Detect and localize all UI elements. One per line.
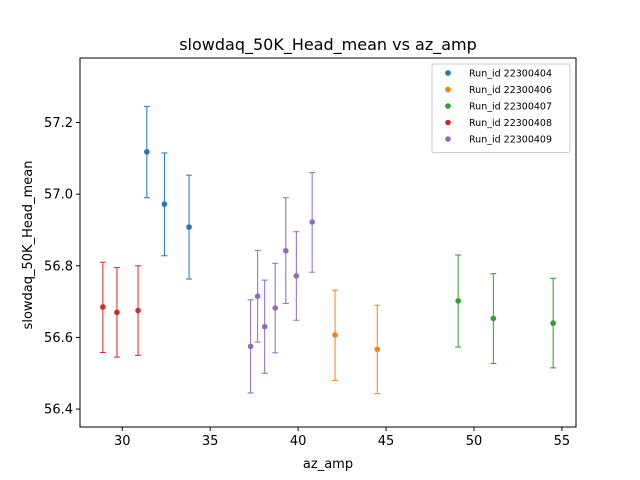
legend: Run_id 22300404 Run_id 22300406 Run_id 223… — [431, 63, 571, 153]
legend-marker — [445, 86, 451, 93]
y-tick-label: 56.8 — [44, 259, 73, 274]
data-point — [161, 201, 168, 207]
data-point — [309, 219, 315, 225]
x-tick-label: 30 — [114, 434, 131, 449]
legend-entry-label: Run_id 22300407 — [469, 102, 552, 113]
data-point — [282, 247, 289, 254]
data-point — [135, 307, 141, 314]
legend-marker — [445, 103, 451, 109]
data-point — [114, 309, 120, 316]
series-group — [99, 261, 142, 358]
x-tick-label: 35 — [202, 434, 219, 449]
legend-frame — [431, 63, 571, 153]
x-tick-label: 55 — [554, 434, 571, 449]
y-tick-label: 56.4 — [44, 403, 73, 418]
data-point — [490, 315, 497, 322]
legend-entry-label: Run_id 22300404 — [469, 69, 552, 80]
legend-entry-label: Run_id 22300406 — [469, 85, 552, 96]
series-group — [143, 105, 193, 280]
plot-frame — [79, 57, 577, 428]
y-axis-label: slowdaq_50K_Head_mean — [21, 161, 36, 330]
data-point — [261, 323, 268, 330]
x-axis-label: az_amp — [303, 457, 353, 472]
legend-marker — [445, 70, 451, 76]
data-point — [254, 293, 261, 300]
legend-marker — [445, 136, 451, 142]
plot-area: 30 35 40 45 50 55 56.4 56.6 56.8 57.0 57.2 — [44, 57, 577, 449]
x-tick-label: 40 — [290, 434, 307, 449]
legend-marker — [445, 119, 451, 126]
data-point — [100, 304, 106, 310]
series-group — [247, 172, 316, 394]
y-tick-label: 56.6 — [44, 331, 73, 346]
data-point — [272, 305, 279, 311]
data-point — [247, 343, 254, 350]
x-tick-label: 50 — [466, 434, 483, 449]
data-point — [374, 346, 381, 353]
data-point — [455, 298, 461, 304]
chart-title: slowdaq_50K_Head_mean vs az_amp — [179, 35, 477, 55]
y-tick-label: 57.0 — [44, 188, 73, 203]
data-point — [293, 273, 300, 279]
data-point — [332, 332, 338, 338]
data-point — [550, 320, 556, 326]
data-point — [144, 149, 150, 155]
y-tick-label: 57.2 — [44, 116, 73, 131]
legend-entry-label: Run_id 22300409 — [469, 135, 552, 146]
series-group — [455, 254, 557, 369]
data-point — [186, 224, 192, 230]
x-tick-label: 45 — [378, 434, 395, 449]
legend-entry-label: Run_id 22300408 — [469, 118, 552, 129]
series-group — [332, 289, 381, 395]
